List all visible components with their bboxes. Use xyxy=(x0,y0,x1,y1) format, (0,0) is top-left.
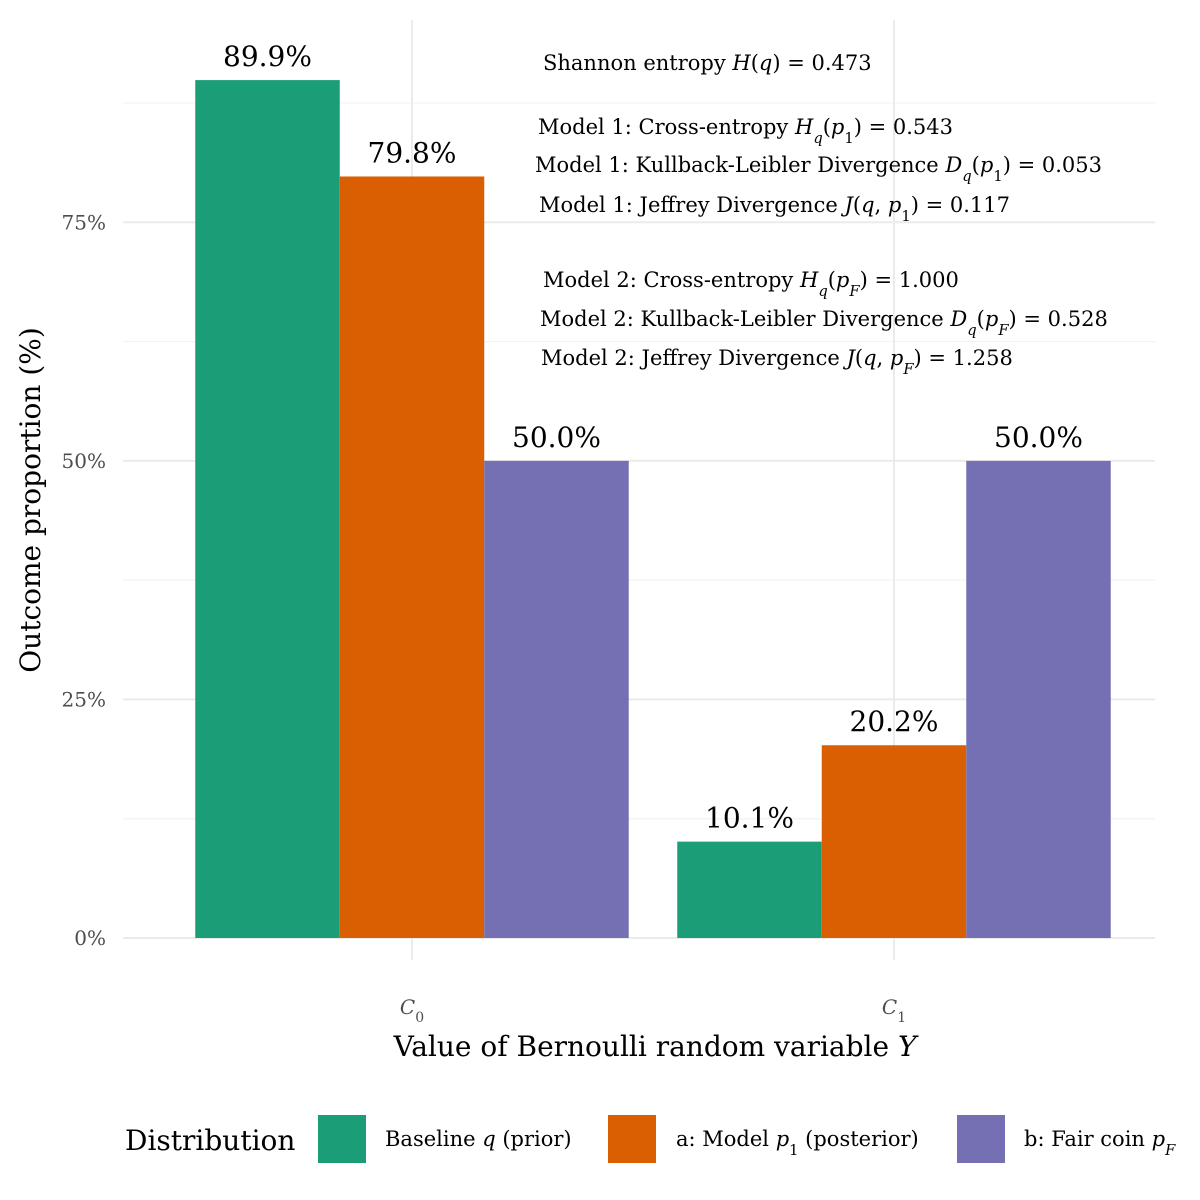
annotation-1: Shannon entropy H(q) = 0.473 xyxy=(543,51,872,75)
y-tick-label: 50% xyxy=(62,449,106,473)
y-tick-label: 75% xyxy=(62,210,106,234)
annotation-6: Model 2: Kullback-Leibler Divergence Dq(… xyxy=(540,307,1108,339)
legend-key-1 xyxy=(608,1115,656,1163)
y-axis-ticks: 0% 25% 50% 75% xyxy=(62,210,106,950)
x-tick-label: C1 xyxy=(882,995,906,1026)
bar-C0-series-2 xyxy=(484,460,629,938)
bar-C0-series-0 xyxy=(195,80,340,938)
legend-key-2 xyxy=(957,1115,1005,1163)
bar-C0-series-1 xyxy=(339,176,485,939)
x-axis-title: Value of Bernoulli random variable Y xyxy=(393,1030,919,1063)
bar-value-label: 79.8% xyxy=(368,136,457,169)
y-tick-label: 25% xyxy=(62,687,106,711)
annotation-5: Model 2: Cross-entropy Hq(pF) = 1.000 xyxy=(543,268,959,300)
bar-value-label: 50.0% xyxy=(512,421,601,454)
annotation-2: Model 1: Cross-entropy Hq(p1) = 0.543 xyxy=(538,115,953,147)
x-tick-label: C0 xyxy=(400,995,424,1026)
bar-C1-series-1 xyxy=(821,745,967,938)
bar-value-label: 20.2% xyxy=(850,705,939,738)
y-axis-title: Outcome proportion (%) xyxy=(14,327,47,673)
legend-label-2: b: Fair coin pF xyxy=(1024,1127,1176,1159)
annotations: Shannon entropy H(q) = 0.473 Model 1: Cro… xyxy=(535,51,1108,378)
annotation-7: Model 2: Jeffrey Divergence J(q, pF) = 1… xyxy=(541,346,1013,378)
bar-labels: 89.9% 79.8% 50.0% 10.1% 20.2% 50.0% xyxy=(223,40,1083,835)
bars xyxy=(195,80,1111,939)
bar-value-label: 10.1% xyxy=(705,802,794,835)
legend-title: Distribution xyxy=(125,1124,295,1157)
bar-value-label: 89.9% xyxy=(223,40,312,73)
legend-label-0: Baseline q (prior) xyxy=(385,1127,572,1151)
legend-label-1: a: Model p1 (posterior) xyxy=(676,1127,919,1159)
annotation-4: Model 1: Jeffrey Divergence J(q, p1) = 0… xyxy=(539,193,1010,225)
bar-C1-series-2 xyxy=(966,460,1111,938)
legend: Distribution Baseline q (prior) a: Model p… xyxy=(125,1115,1176,1163)
y-tick-label: 0% xyxy=(74,926,106,950)
x-axis-ticks: C0 C1 xyxy=(400,995,906,1026)
bar-C1-series-0 xyxy=(677,841,822,938)
legend-key-0 xyxy=(318,1115,366,1163)
bar-value-label: 50.0% xyxy=(994,421,1083,454)
annotation-3: Model 1: Kullback-Leibler Divergence Dq(… xyxy=(535,153,1102,185)
